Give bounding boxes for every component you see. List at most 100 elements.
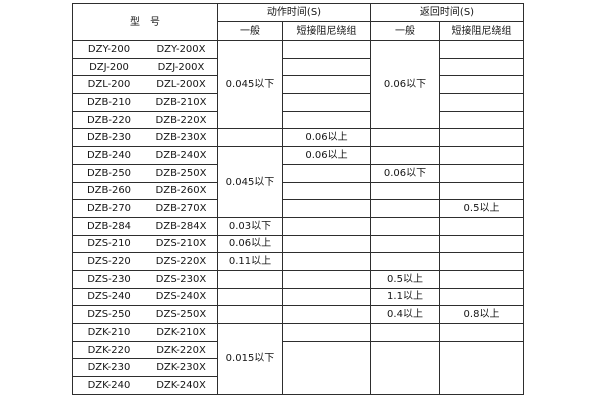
model-cell: DZB-284 DZB-284X	[72, 216, 218, 236]
cell-ret-gen	[370, 323, 440, 342]
cell-ret-damp	[439, 75, 524, 95]
cell-ret-damp: 0.5以上	[439, 199, 524, 218]
cell-ret-gen: 0.06以下	[370, 39, 440, 130]
model-name: DZK-210	[87, 326, 131, 338]
table-row: DZK-210 DZK-210X 0.015以下	[72, 323, 524, 395]
cell-act-gen: 0.11以上	[217, 252, 283, 271]
cell-act-damp	[282, 199, 371, 218]
model-cell: DZK-210 DZK-210X	[72, 323, 218, 342]
cell-ret-damp	[439, 110, 524, 130]
model-name-variant: DZB-220X	[155, 114, 207, 126]
cell-act-gen: 0.045以下	[217, 146, 283, 218]
cell-act-gen	[217, 287, 283, 307]
cell-ret-damp	[439, 269, 524, 289]
table-row: DZS-210 DZS-210X 0.06以上	[72, 234, 524, 254]
cell-ret-damp	[439, 146, 524, 165]
model-name: DZB-210	[86, 96, 132, 108]
table-row: DZK-240 DZK-240X	[72, 376, 524, 395]
cell-ret-damp	[439, 340, 524, 395]
model-name-variant: DZB-270X	[155, 203, 207, 215]
model-name-variant: DZB-260X	[155, 185, 207, 197]
model-cell: DZK-230 DZK-230X	[72, 358, 218, 378]
model-name-variant: DZJ-200X	[157, 61, 205, 73]
table-row: DZB-220 DZB-220X	[72, 110, 524, 130]
header-return-damping: 短接阻尼绕组	[439, 21, 524, 41]
model-cell: DZB-270 DZB-270X	[72, 199, 218, 218]
cell-act-damp: 0.06以上	[282, 128, 371, 148]
model-name-variant: DZK-220X	[156, 344, 206, 356]
cell-ret-gen: 0.06以下	[370, 163, 440, 183]
cell-ret-damp	[439, 40, 524, 59]
cell-ret-damp	[439, 163, 524, 183]
cell-act-damp	[282, 216, 371, 236]
model-name-variant: DZK-210X	[156, 326, 206, 338]
cell-ret-damp: 0.8以上	[439, 305, 524, 324]
model-name: DZB-240	[86, 149, 132, 161]
cell-act-gen: 0.03以下	[217, 216, 283, 236]
header-action-time: 动作时间(S)	[217, 3, 371, 22]
cell-ret-gen: 1.1以上	[370, 287, 440, 307]
cell-ret-damp	[439, 252, 524, 271]
model-name: DZK-220	[87, 344, 131, 356]
model-cell: DZK-220 DZK-220X	[72, 340, 218, 360]
cell-ret-damp	[439, 216, 524, 236]
table-row: DZL-200 DZL-200X	[72, 75, 524, 95]
table-row: DZK-220 DZK-220X	[72, 340, 524, 395]
cell-ret-gen	[370, 216, 440, 236]
model-name-variant: DZK-230X	[156, 362, 206, 374]
model-name-variant: DZB-284X	[155, 220, 207, 232]
cell-ret-damp	[439, 93, 524, 112]
cell-act-damp	[282, 40, 371, 59]
header-action-damping: 短接阻尼绕组	[282, 21, 371, 41]
table-row: DZS-250 DZS-250X 0.4以上 0.8以上	[72, 305, 524, 324]
model-cell: DZB-210 DZB-210X	[72, 93, 218, 112]
cell-act-gen	[217, 128, 283, 148]
model-name-variant: DZK-240X	[156, 379, 206, 391]
cell-act-damp	[282, 252, 371, 271]
header-model: 型 号	[72, 3, 218, 41]
table-row: DZY-200 DZY-200X 0.045以下 0.06以下	[72, 39, 524, 130]
model-name: DZJ-200	[89, 61, 129, 73]
model-name-variant: DZB-250X	[155, 167, 207, 179]
header-return-general: 一般	[370, 21, 440, 41]
table-row: DZB-210 DZB-210X	[72, 93, 524, 112]
cell-ret-damp	[439, 234, 524, 254]
model-cell: DZK-240 DZK-240X	[72, 376, 218, 395]
model-cell: DZB-220 DZB-220X	[72, 110, 218, 130]
header-action-general: 一般	[217, 21, 283, 41]
header-row-groups: 型 号 动作时间(S) 返回时间(S)	[72, 3, 524, 41]
cell-act-damp	[282, 57, 371, 77]
cell-act-gen	[217, 305, 283, 324]
table-row: DZJ-200 DZJ-200X	[72, 57, 524, 77]
model-name-variant: DZS-250X	[155, 309, 207, 321]
cell-act-damp	[282, 287, 371, 307]
table-row: DZS-230 DZS-230X 0.5以上	[72, 269, 524, 289]
cell-ret-gen	[370, 252, 440, 271]
model-name: DZB-270	[86, 203, 132, 215]
cell-act-damp	[282, 269, 371, 289]
model-name-variant: DZB-240X	[155, 149, 207, 161]
model-cell: DZL-200 DZL-200X	[72, 75, 218, 95]
model-cell: DZB-230 DZB-230X	[72, 128, 218, 148]
model-cell: DZS-240 DZS-240X	[72, 287, 218, 307]
cell-act-gen: 0.015以下	[217, 323, 283, 395]
cell-ret-damp	[439, 323, 524, 342]
model-name-variant: DZB-230X	[155, 132, 207, 144]
table-row: DZB-230 DZB-230X 0.06以上	[72, 128, 524, 148]
model-cell: DZB-260 DZB-260X	[72, 181, 218, 201]
header-return-time: 返回时间(S)	[370, 3, 524, 22]
table-header: 型 号 动作时间(S) 返回时间(S) 一般 短接阻尼绕组 一般 短接阻尼绕组	[72, 3, 524, 41]
cell-ret-gen: 0.4以上	[370, 305, 440, 324]
model-cell: DZS-220 DZS-220X	[72, 252, 218, 271]
cell-act-gen: 0.045以下	[217, 39, 283, 130]
cell-ret-gen: 0.5以上	[370, 269, 440, 289]
model-cell: DZS-230 DZS-230X	[72, 269, 218, 289]
model-name: DZB-220	[86, 114, 132, 126]
model-name-variant: DZS-220X	[155, 256, 207, 268]
model-name-variant: DZB-210X	[155, 96, 207, 108]
model-cell: DZB-250 DZB-250X	[72, 163, 218, 183]
model-name: DZB-250	[86, 167, 132, 179]
cell-ret-damp	[439, 181, 524, 201]
cell-ret-gen	[370, 234, 440, 254]
